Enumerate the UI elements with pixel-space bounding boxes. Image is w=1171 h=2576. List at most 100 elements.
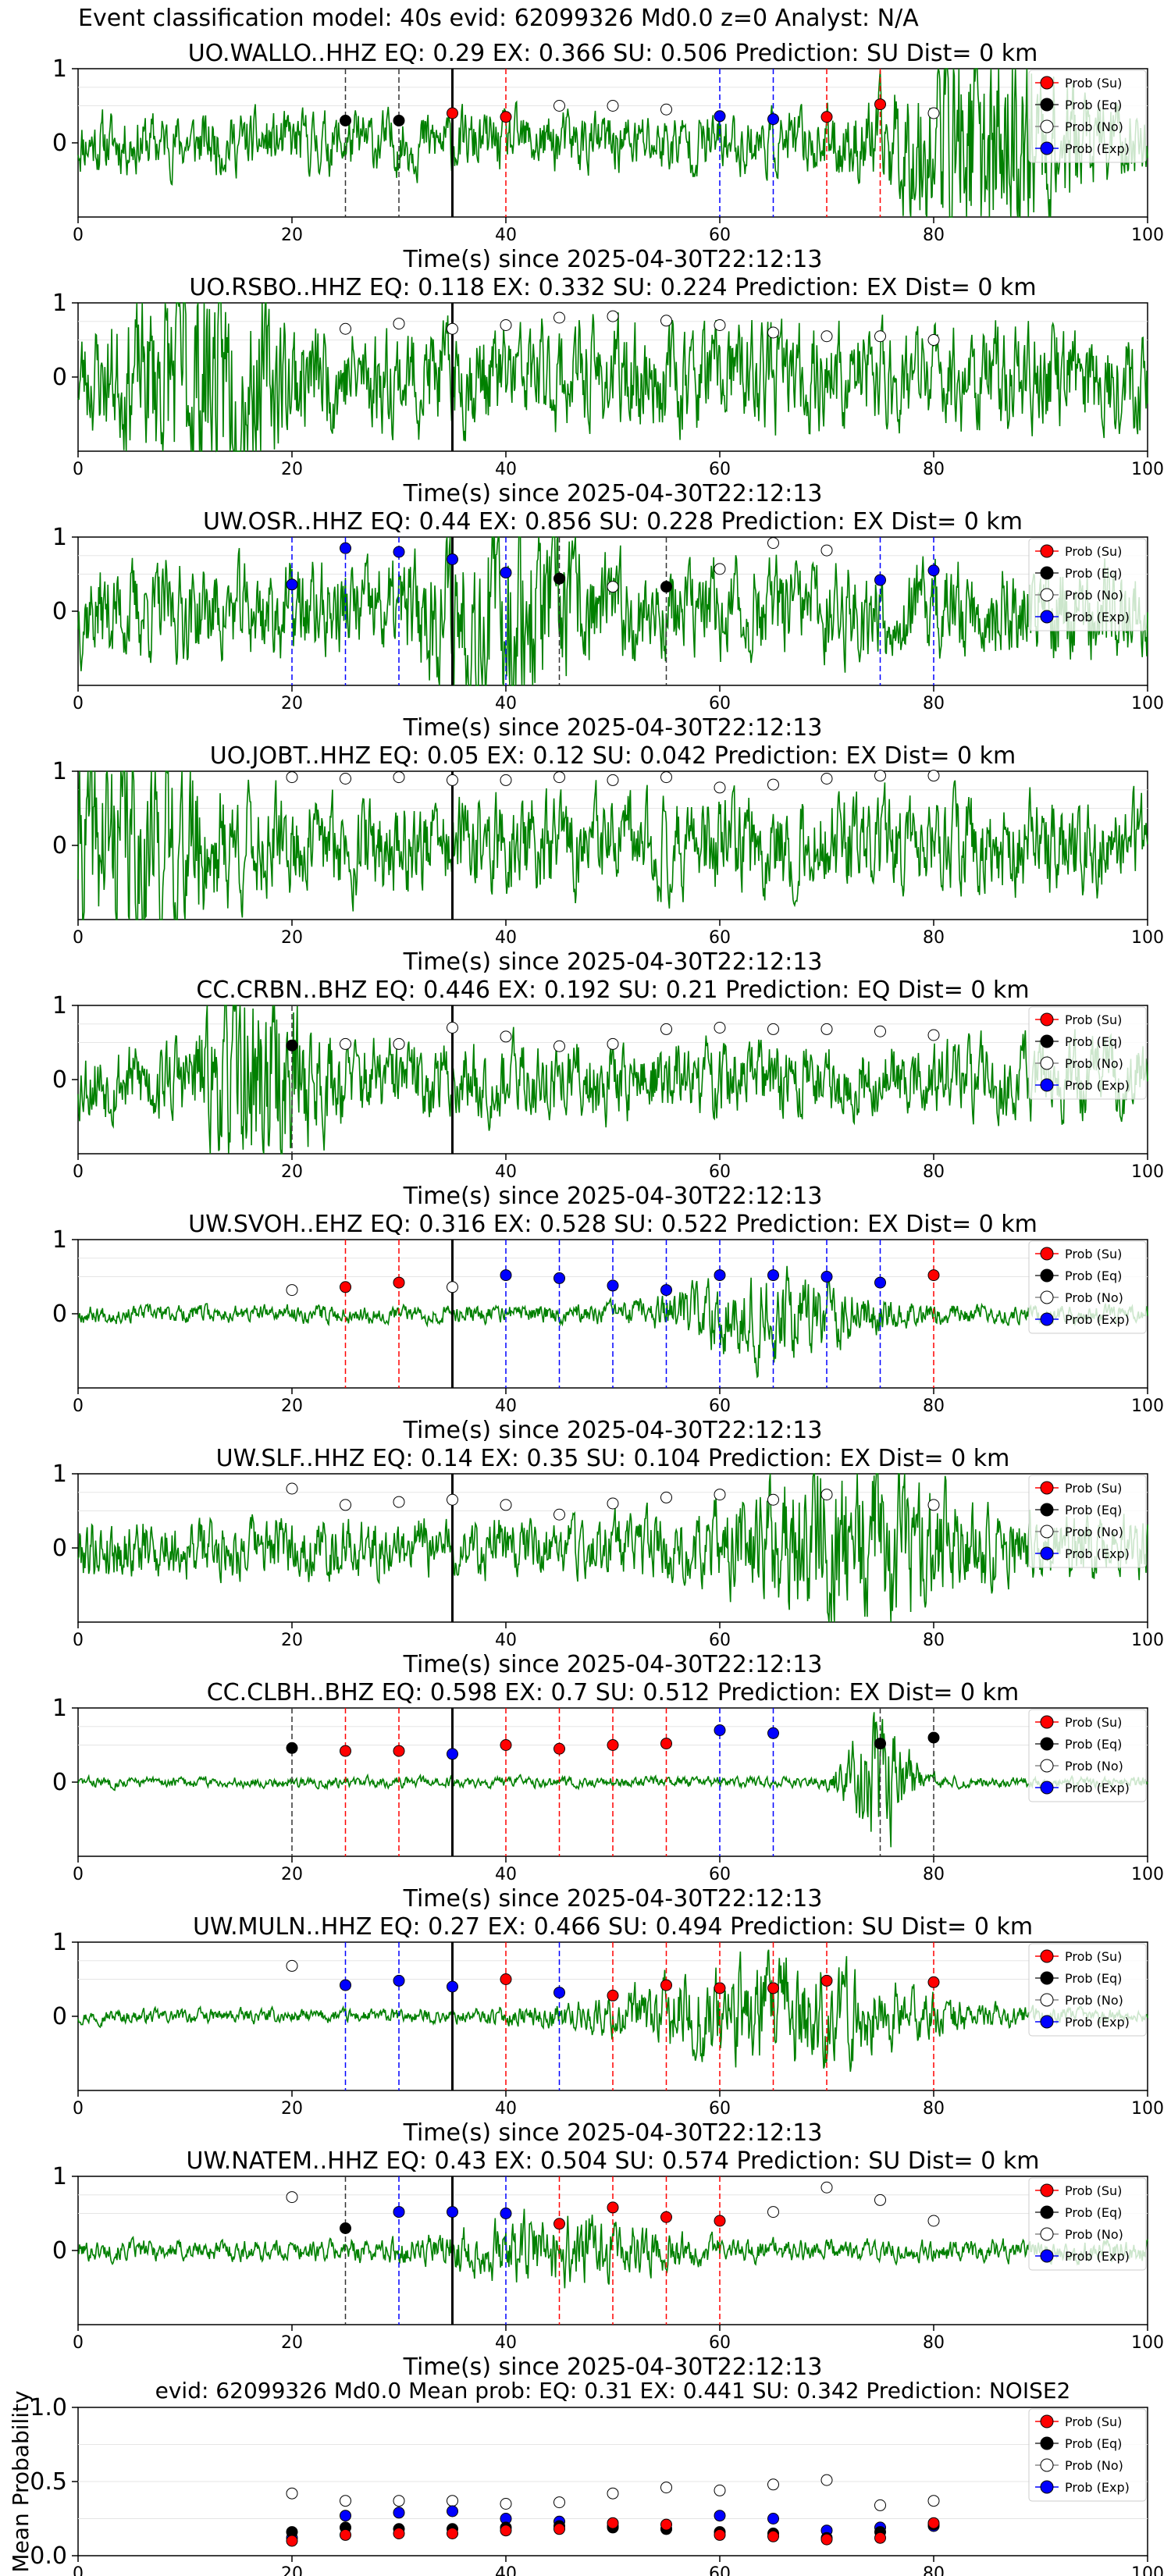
legend-marker-exp [1040,141,1054,155]
x-tick-label: 60 [709,2564,731,2576]
x-tick-label: 60 [709,694,731,713]
x-tick-label: 40 [495,1397,517,1416]
legend-label: Prob (Eq) [1065,1268,1122,1283]
mean-point-no [820,2474,833,2486]
x-axis-label: Time(s) since 2025-04-30T22:12:13 [403,480,823,507]
x-tick-label: 60 [709,226,731,245]
prob-point-su [340,1281,351,1293]
prob-point-su [660,1738,672,1750]
x-tick-label: 60 [709,1397,731,1416]
prob-point-su [607,2201,619,2214]
x-tick-label: 0 [73,1631,84,1650]
prob-point-su [874,98,886,111]
prob-point-no [607,774,619,786]
mean-point-su [500,2524,512,2537]
prob-point-su [607,1739,619,1751]
legend-label: Prob (Su) [1065,1247,1122,1261]
legend-label: Prob (No) [1065,1759,1123,1774]
prob-point-su [714,1982,726,1994]
prob-point-eq [340,2222,351,2234]
x-tick-label: 100 [1131,694,1164,713]
prob-point-su [660,2211,672,2223]
y-tick-label: 1 [52,1695,67,1722]
mean-point-su [767,2530,779,2542]
prob-point-no [767,2206,779,2218]
mean-point-exp [447,2505,458,2517]
legend-label: Prob (Eq) [1065,2436,1122,2451]
legend-label: Prob (Eq) [1065,1503,1122,1517]
x-tick-label: 20 [281,2333,303,2353]
prob-point-no [286,2191,298,2204]
y-tick-label: 0 [52,1066,67,1094]
legend-label: Prob (No) [1065,1056,1123,1071]
legend-label: Prob (Exp) [1065,2015,1130,2030]
waveform-trace [77,302,1148,453]
prob-point-no [286,1959,298,1972]
prob-point-exp [447,2206,458,2218]
x-tick-label: 20 [281,1397,303,1416]
legend-label: Prob (Su) [1065,1012,1122,1027]
y-axis-label: Mean Probability [8,2390,34,2572]
prob-point-su [447,107,458,119]
mean-point-no [927,2495,940,2507]
prob-point-no [660,315,672,327]
prob-point-su [340,1745,351,1757]
legend-box [1028,1943,1147,2037]
legend-label: Prob (No) [1065,2227,1123,2242]
legend-label: Prob (Su) [1065,1481,1122,1496]
prob-point-su [500,111,512,123]
prob-point-exp [607,1279,619,1292]
mean-point-no [500,2498,512,2510]
prob-point-no [500,319,512,331]
prob-point-exp [767,1727,779,1739]
panel-title: CC.CRBN..BHZ EQ: 0.446 EX: 0.192 SU: 0.2… [196,977,1029,1004]
x-tick-label: 80 [923,1397,945,1416]
legend-label: Prob (Eq) [1065,98,1122,112]
legend-marker-su [1040,1247,1054,1261]
x-tick-label: 60 [709,1162,731,1182]
prob-point-su [500,1973,512,1985]
prob-point-exp [393,546,405,558]
legend-label: Prob (Su) [1065,1715,1122,1730]
x-tick-label: 100 [1131,1865,1164,1884]
legend-marker-eq [1040,1971,1054,1985]
prob-point-su [393,1276,405,1289]
legend-label: Prob (Su) [1065,76,1122,91]
mean-point-no [607,2487,619,2500]
prob-point-no [874,770,886,782]
legend-label: Prob (No) [1065,588,1123,603]
legend-marker-su [1040,76,1054,90]
x-tick-label: 20 [281,694,303,713]
x-tick-label: 80 [923,1865,945,1884]
prob-point-no [660,1023,672,1035]
legend-marker-no [1040,1056,1054,1070]
x-tick-label: 0 [73,226,84,245]
y-tick-label: 1 [52,524,67,551]
y-tick-label: 1 [52,758,67,785]
mean-point-no [767,2478,779,2491]
prob-point-no [286,771,298,784]
prob-point-no [607,1037,619,1050]
prob-point-eq [660,581,672,593]
legend-label: Prob (No) [1065,119,1123,134]
prob-point-no [393,318,405,330]
prob-point-exp [340,1979,351,1991]
prob-point-no [447,774,458,786]
legend-box [1028,1475,1147,1568]
prob-point-no [500,1030,512,1043]
y-tick-label: 0 [52,832,67,859]
prob-point-no [820,773,833,785]
y-tick-label: 0 [52,2003,67,2030]
prob-point-no [500,1499,512,1511]
x-tick-label: 40 [495,1865,517,1884]
prob-point-su [714,2215,726,2227]
waveform-trace [77,536,1148,686]
y-tick-label: 1.0 [30,2394,67,2421]
legend-label: Prob (Exp) [1065,1312,1130,1327]
legend-label: Prob (Exp) [1065,610,1130,624]
panel-title: evid: 62099326 Md0.0 Mean prob: EQ: 0.31… [155,2378,1071,2403]
x-tick-label: 40 [495,460,517,479]
x-tick-label: 80 [923,1162,945,1182]
prob-point-no [874,2194,886,2206]
x-axis-label: Time(s) since 2025-04-30T22:12:13 [403,948,823,976]
